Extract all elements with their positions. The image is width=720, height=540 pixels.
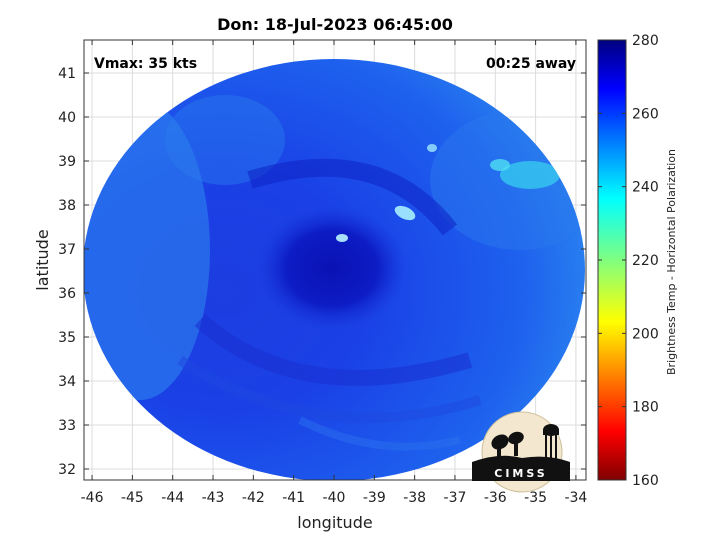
x-tick-label: -35 [524,490,547,506]
y-tick-labels: 32 33 34 35 36 37 38 39 40 41 [58,66,76,478]
y-tick-label: 40 [58,110,76,126]
y-axis-label: latitude [33,229,52,290]
time-away-annotation: 00:25 away [486,56,576,72]
cold-spot-1 [394,205,416,221]
colorbar-tick-label: 280 [632,33,659,49]
x-tick-label: -34 [564,490,587,506]
chart-title: Don: 18-Jul-2023 06:45:00 [217,15,453,34]
logo-text: CIMSS [494,467,547,480]
colorbar-tick-label: 240 [632,180,659,196]
x-tick-label: -44 [161,490,184,506]
x-tick-label: -42 [242,490,265,506]
x-axis-label: longitude [297,513,372,532]
colorbar-tick-label: 200 [632,326,659,342]
colorbar-tick-label: 260 [632,106,659,122]
colorbar-tick-label: 160 [632,473,659,489]
y-tick-label: 34 [58,374,76,390]
x-tick-label: -45 [121,490,144,506]
y-tick-label: 41 [58,66,76,82]
y-tick-label: 32 [58,462,76,478]
storm-core [257,206,407,330]
y-tick-label: 33 [58,418,76,434]
logo-ground [472,455,570,481]
x-tick-label: -39 [363,490,386,506]
cold-spot-2 [336,234,348,242]
cimss-logo: CIMSS [472,411,570,493]
colorbar [597,39,627,481]
x-tick-label: -41 [282,490,305,506]
x-tick-label: -38 [403,490,426,506]
water-tower-icon [543,424,559,459]
cold-spot-3 [427,144,437,152]
y-tick-label: 39 [58,154,76,170]
satellite-dish-icon [491,431,524,458]
colorbar-ticks: 160 180 200 220 240 260 280 [598,33,659,489]
colorbar-label: Brightness Temp - Horizontal Polarizatio… [665,149,678,375]
x-tick-label: -40 [323,490,346,506]
x-tick-labels: -46 -45 -44 -43 -42 -41 -40 -39 -38 -37 -36 -35 -34 [81,490,588,506]
vmax-annotation: Vmax: 35 kts [94,56,197,72]
colorbar-tick-label: 180 [632,400,659,416]
y-tick-label: 36 [58,286,76,302]
colorbar-tick-label: 220 [632,253,659,269]
satellite-swath [84,59,585,480]
y-tick-label: 35 [58,330,76,346]
x-tick-label: -37 [444,490,467,506]
x-tick-label: -46 [81,490,104,506]
y-tick-label: 37 [58,242,76,258]
plot-frame [83,39,587,481]
y-tick-label: 38 [58,198,76,214]
x-tick-label: -36 [484,490,507,506]
x-tick-label: -43 [202,490,225,506]
